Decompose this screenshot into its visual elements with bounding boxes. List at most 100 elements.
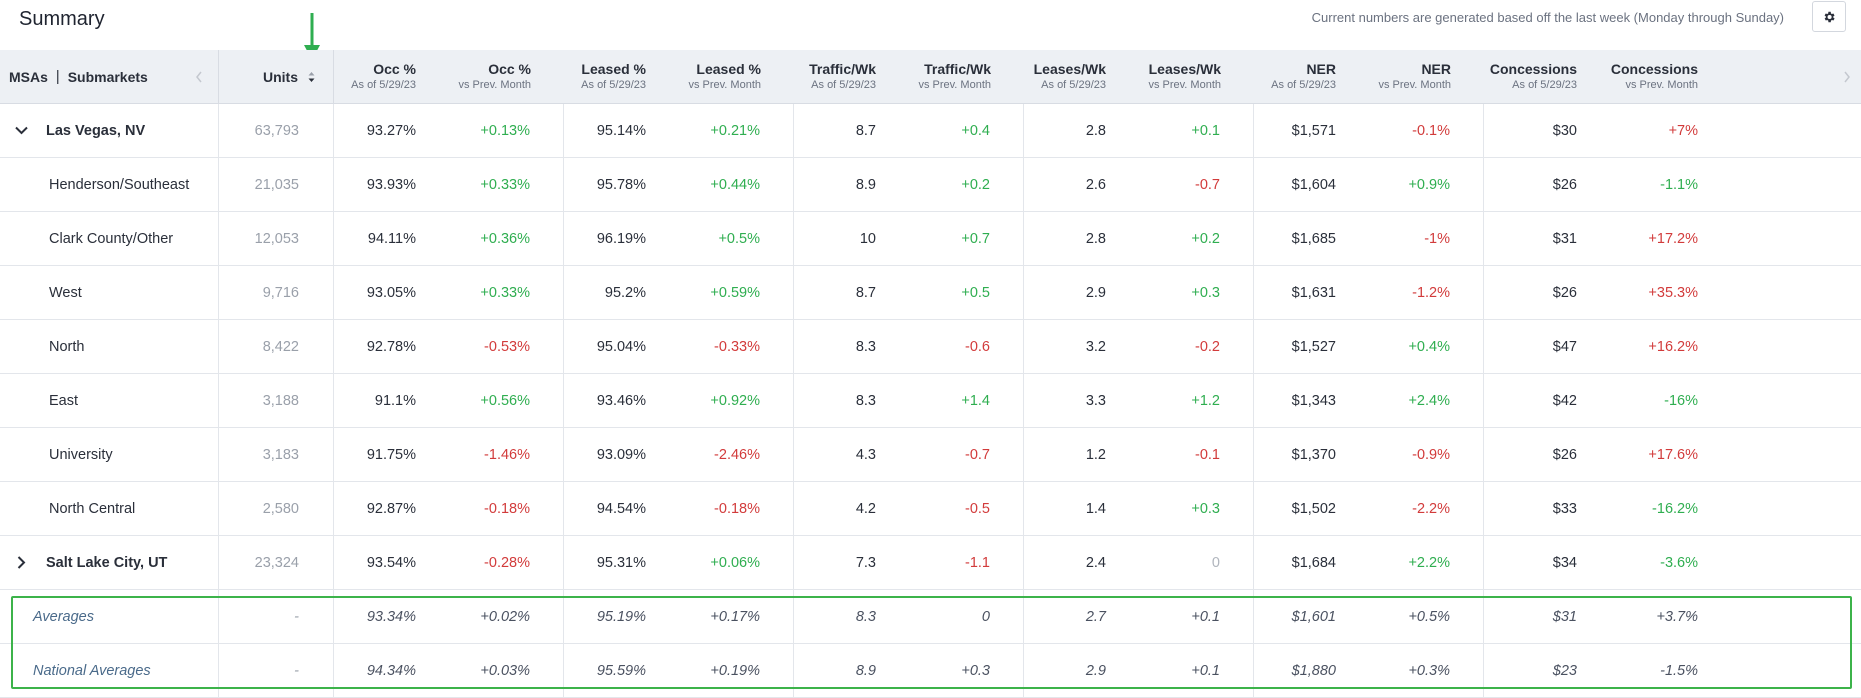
metric-cell: +0.02% bbox=[449, 590, 564, 643]
metric-cell: 1.2 bbox=[1085, 446, 1106, 463]
metric-cell: 93.34% bbox=[366, 608, 416, 625]
units-cell: 3,188 bbox=[219, 374, 334, 427]
column-header[interactable]: Leased % vs Prev. Month bbox=[679, 50, 794, 103]
column-header-label: Concessions bbox=[1489, 61, 1577, 77]
metric-cell: +0.4% bbox=[1369, 320, 1484, 373]
submarket-row: Henderson/Southeast 21,035 93.93% +0.33% 95.… bbox=[0, 158, 1861, 212]
data-period-note: Current numbers are generated based off … bbox=[1311, 10, 1784, 25]
column-header[interactable]: NER vs Prev. Month bbox=[1369, 50, 1484, 103]
units-cell: 8,422 bbox=[219, 320, 334, 373]
metric-cell: $1,604 bbox=[1291, 176, 1336, 193]
metric-cell: 94.11% bbox=[367, 230, 416, 247]
metric-cell: 95.59% bbox=[596, 662, 646, 679]
metric-cell: $30 bbox=[1552, 122, 1577, 139]
sort-icon[interactable] bbox=[308, 71, 315, 83]
metric-cell: +0.2 bbox=[1139, 212, 1254, 265]
metric-cell: -0.7 bbox=[909, 428, 1024, 481]
metric-cell: +2.4% bbox=[1369, 374, 1484, 427]
metric-cell: -0.1% bbox=[1369, 104, 1484, 157]
units-cell: 23,324 bbox=[219, 536, 334, 589]
average-row: Averages - 93.34% +0.02% 95.19% +0.17% 8.3 0 2.7… bbox=[0, 590, 1861, 644]
row-name[interactable]: Las Vegas, NV bbox=[46, 122, 146, 139]
metric-cell: +0.3 bbox=[909, 644, 1024, 697]
scroll-right-icon[interactable] bbox=[1843, 50, 1851, 103]
row-name: North bbox=[49, 338, 85, 355]
msa-row[interactable]: Las Vegas, NV 63,793 93.27% +0.13% 95.14% +0.… bbox=[0, 104, 1861, 158]
metric-cell: -0.5 bbox=[909, 482, 1024, 535]
metric-cell: $1,571 bbox=[1291, 122, 1336, 139]
metric-cell: 7.3 bbox=[855, 554, 876, 571]
column-header-sublabel: vs Prev. Month bbox=[918, 79, 991, 91]
units-cell: - bbox=[219, 590, 334, 643]
metric-cell: 4.2 bbox=[855, 500, 876, 517]
metric-cell: 8.3 bbox=[855, 392, 876, 409]
submarkets-toggle[interactable]: Submarkets bbox=[67, 68, 148, 85]
metric-cell: -0.53% bbox=[449, 320, 564, 373]
row-name[interactable]: Salt Lake City, UT bbox=[46, 554, 168, 571]
column-header[interactable]: Concessions vs Prev. Month bbox=[1599, 50, 1714, 103]
metric-cell: $1,601 bbox=[1291, 608, 1336, 625]
msa-row[interactable]: Salt Lake City, UT 23,324 93.54% -0.28% 95.3… bbox=[0, 536, 1861, 590]
chevron-right-icon[interactable] bbox=[12, 556, 30, 569]
column-header-sublabel: vs Prev. Month bbox=[1625, 79, 1698, 91]
settings-button[interactable] bbox=[1812, 1, 1846, 32]
metric-cell: $1,880 bbox=[1291, 662, 1336, 679]
metric-cell: -1.46% bbox=[449, 428, 564, 481]
metric-cell: +0.59% bbox=[679, 266, 794, 319]
metric-cell: 93.05% bbox=[366, 284, 416, 301]
column-header-sublabel: As of 5/29/23 bbox=[1512, 79, 1577, 91]
metric-cell: 4.3 bbox=[855, 446, 876, 463]
metric-cell: 96.19% bbox=[596, 230, 646, 247]
units-cell: 2,580 bbox=[219, 482, 334, 535]
metric-cell: +0.5 bbox=[909, 266, 1024, 319]
chevron-down-icon[interactable] bbox=[12, 126, 30, 135]
metric-cell: +0.36% bbox=[449, 212, 564, 265]
metric-cell: 2.6 bbox=[1085, 176, 1106, 193]
column-header[interactable]: Concessions As of 5/29/23 bbox=[1484, 50, 1599, 103]
metric-cell: +0.56% bbox=[449, 374, 564, 427]
column-header[interactable]: NER As of 5/29/23 bbox=[1254, 50, 1369, 103]
column-header-label: Traffic/Wk bbox=[809, 61, 876, 77]
metric-cell: +0.19% bbox=[679, 644, 794, 697]
metric-cell: 95.04% bbox=[596, 338, 646, 355]
metric-cell: +0.1 bbox=[1139, 590, 1254, 643]
metric-cell: -16% bbox=[1664, 392, 1698, 409]
page-title: Summary bbox=[19, 8, 105, 30]
metric-cell: $26 bbox=[1552, 284, 1577, 301]
metric-cell: -0.2 bbox=[1139, 320, 1254, 373]
metric-cell: +0.2 bbox=[909, 158, 1024, 211]
metric-cell: $33 bbox=[1552, 500, 1577, 517]
column-header[interactable]: Occ % As of 5/29/23 bbox=[334, 50, 449, 103]
column-header-label: Leased % bbox=[696, 61, 761, 77]
column-header[interactable]: Leases/Wk As of 5/29/23 bbox=[1024, 50, 1139, 103]
metric-cell: 95.19% bbox=[596, 608, 646, 625]
metric-cell: 3.3 bbox=[1085, 392, 1106, 409]
metric-cell: -0.28% bbox=[449, 536, 564, 589]
metric-cell: +7% bbox=[1668, 122, 1698, 139]
units-column-header[interactable]: Units bbox=[219, 50, 334, 103]
column-header[interactable]: Leases/Wk vs Prev. Month bbox=[1139, 50, 1254, 103]
metric-cell: 95.2% bbox=[604, 284, 646, 301]
metric-cell: -0.18% bbox=[679, 482, 794, 535]
column-header[interactable]: Leased % As of 5/29/23 bbox=[564, 50, 679, 103]
submarket-row: North 8,422 92.78% -0.53% 95.04% -0.33% 8.3 -0.… bbox=[0, 320, 1861, 374]
column-header[interactable]: Traffic/Wk As of 5/29/23 bbox=[794, 50, 909, 103]
column-header[interactable]: Traffic/Wk vs Prev. Month bbox=[909, 50, 1024, 103]
average-row: National Averages - 94.34% +0.03% 95.59% +0.1… bbox=[0, 644, 1861, 698]
column-header-sublabel: vs Prev. Month bbox=[688, 79, 761, 91]
row-name-cell: North bbox=[0, 320, 219, 373]
metric-cell: 95.14% bbox=[596, 122, 646, 139]
units-cell: 63,793 bbox=[219, 104, 334, 157]
units-cell: 3,183 bbox=[219, 428, 334, 481]
column-header[interactable]: Occ % vs Prev. Month bbox=[449, 50, 564, 103]
header-separator: | bbox=[55, 68, 60, 85]
msas-toggle[interactable]: MSAs bbox=[9, 68, 48, 85]
metric-cell: -16.2% bbox=[1652, 500, 1698, 517]
scroll-left-icon[interactable] bbox=[195, 50, 203, 103]
row-name-cell: National Averages bbox=[0, 644, 219, 697]
submarket-row: West 9,716 93.05% +0.33% 95.2% +0.59% 8.7 +0.5 2… bbox=[0, 266, 1861, 320]
metric-cell: 93.93% bbox=[366, 176, 416, 193]
metric-cell: -0.6 bbox=[909, 320, 1024, 373]
metric-cell: -1.1% bbox=[1660, 176, 1698, 193]
column-header-label: Occ % bbox=[488, 61, 531, 77]
